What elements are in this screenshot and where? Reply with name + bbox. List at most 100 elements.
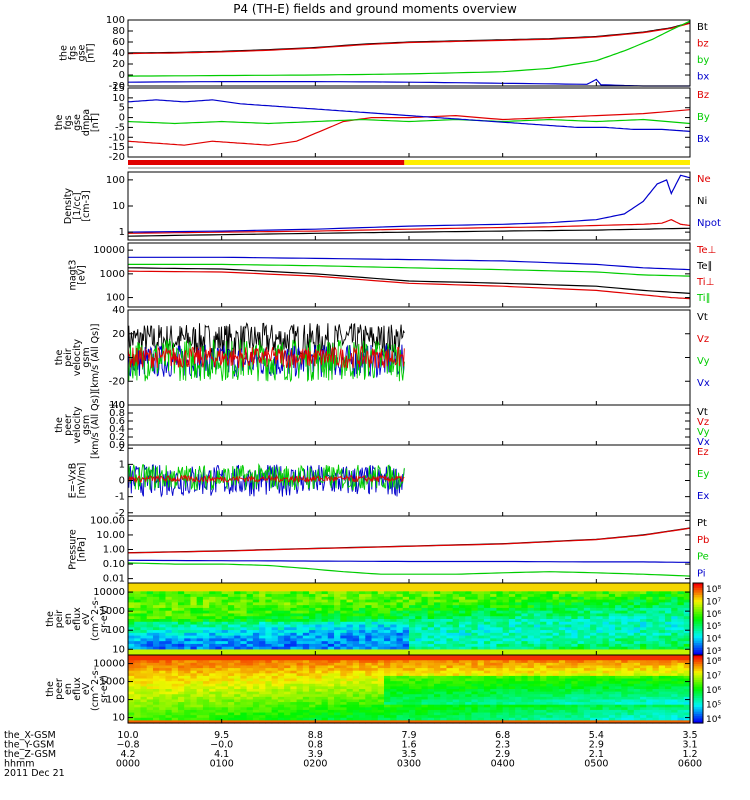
spectrogram-cell (252, 660, 260, 664)
spectrogram-cell (483, 599, 491, 603)
spectrogram-cell (340, 641, 348, 645)
spectrogram-cell (490, 596, 498, 601)
spectrogram-cell (365, 673, 373, 677)
spectrogram-cell (265, 585, 273, 590)
spectrogram-cell (346, 715, 354, 719)
spectrogram-cell (277, 686, 285, 690)
spectrogram-cell (508, 709, 516, 714)
spectrogram-cell (458, 652, 466, 656)
spectrogram-cell (240, 616, 248, 620)
spectrogram-cell (171, 660, 179, 664)
spectrogram-cell (340, 583, 348, 587)
spectrogram-cell (346, 694, 354, 698)
spectrogram-cell (671, 720, 679, 724)
y-tick-label: 2 (119, 443, 125, 454)
spectrogram-cell (352, 691, 360, 695)
spectrogram-cell (415, 655, 423, 659)
spectrogram-cell (146, 657, 154, 661)
spectrogram-cell (602, 709, 610, 714)
spectrogram-cell (246, 673, 254, 677)
spectrogram-cell (477, 683, 485, 687)
spectrogram-cell (290, 596, 298, 601)
spectrogram-cell (309, 704, 316, 708)
spectrogram-cell (602, 720, 610, 724)
spectrogram-cell (334, 715, 341, 719)
spectrogram-cell (483, 694, 491, 698)
spectrogram-cell (552, 591, 560, 595)
spectrogram-cell (259, 635, 266, 639)
spectrogram-cell (327, 702, 335, 706)
spectrogram-cell (302, 643, 310, 648)
spectrogram-cell (490, 696, 498, 701)
spectrogram-cell (146, 599, 154, 603)
spectrogram-cell (577, 675, 585, 680)
spectrogram-cell (621, 643, 629, 648)
y-axis-label: peir (63, 348, 74, 367)
spectrogram-cell (334, 681, 341, 685)
spectrogram-cell (284, 605, 291, 609)
spectrogram-cell (396, 621, 404, 626)
spectrogram-cell (371, 616, 379, 620)
spectrogram-cell (471, 678, 479, 682)
spectrogram-cell (321, 619, 329, 623)
spectrogram-cell (452, 702, 460, 706)
y-axis-label: E=-VxB (68, 463, 79, 498)
legend-Ni: Ni (697, 196, 707, 207)
spectrogram-cell (546, 673, 554, 677)
spectrogram-cell (384, 591, 391, 595)
spectrogram-cell (302, 662, 310, 667)
spectrogram-cell (377, 646, 385, 651)
spectrogram-cell (302, 641, 310, 645)
spectrogram-cell (558, 643, 566, 648)
spectrogram-cell (540, 691, 547, 695)
spectrogram-cell (252, 583, 260, 587)
spectrogram-cell (327, 709, 335, 714)
spectrogram-cell (583, 596, 591, 601)
spectrogram-cell (196, 621, 204, 626)
spectrogram-cell (340, 613, 348, 617)
spectrogram-cell (596, 641, 604, 645)
spectrogram-cell (590, 655, 597, 659)
spectrogram-cell (234, 627, 241, 631)
spectrogram-cell (565, 670, 572, 674)
spectrogram-cell (433, 646, 441, 651)
spectrogram-cell (202, 594, 210, 598)
spectrogram-cell (159, 665, 167, 669)
spectrogram-cell (477, 585, 485, 590)
spectrogram-cell (215, 616, 223, 620)
spectrogram-cell (284, 694, 291, 698)
spectrogram-cell (558, 605, 566, 609)
spectrogram-cell (658, 702, 666, 706)
spectrogram-cell (309, 621, 316, 626)
spectrogram-cell (252, 694, 260, 698)
spectrogram-cell (527, 613, 535, 617)
spectrogram-cell (140, 641, 148, 645)
spectrogram-cell (521, 702, 529, 706)
spectrogram-cell (440, 610, 448, 615)
spectrogram-cell (521, 585, 529, 590)
spectrogram-cell (177, 635, 185, 639)
spectrogram-cell (490, 662, 498, 667)
spectrogram-cell (608, 689, 616, 693)
spectrogram-cell (190, 717, 198, 721)
spectrogram-cell (402, 717, 410, 721)
spectrogram-cell (552, 594, 560, 598)
spectrogram-cell (602, 588, 610, 592)
spectrogram-cell (496, 689, 504, 693)
spectrogram-cell (627, 702, 635, 706)
spectrogram-cell (608, 602, 616, 606)
spectrogram-cell (402, 591, 410, 595)
spectrogram-cell (396, 707, 404, 711)
spectrogram-cell (321, 668, 329, 672)
spectrogram-cell (377, 699, 385, 703)
spectrogram-cell (577, 605, 585, 609)
spectrogram-cell (159, 681, 167, 685)
y-tick-label: -20 (109, 152, 125, 163)
spectrogram-cell (409, 627, 416, 631)
spectrogram-cell (421, 681, 429, 685)
spectrogram-cell (565, 616, 572, 620)
spectrogram-cell (496, 660, 504, 664)
spectrogram-cell (590, 720, 597, 724)
spectrogram-cell (227, 632, 235, 637)
